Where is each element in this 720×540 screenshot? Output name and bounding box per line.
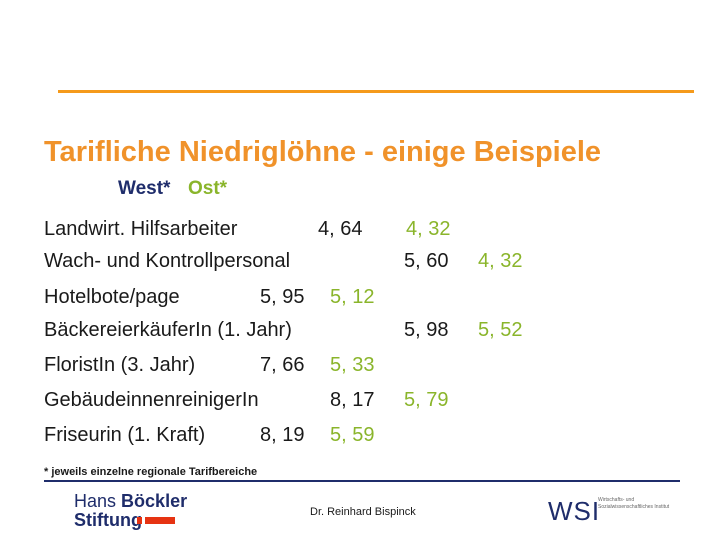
author-name: Dr. Reinhard Bispinck — [310, 506, 416, 518]
row-west-value: 8, 19 — [260, 424, 305, 446]
hans-boeckler-logo: Hans Böckler Stiftung — [74, 492, 187, 530]
footer-divider — [44, 480, 680, 482]
row-ost-value: 5, 12 — [330, 286, 375, 308]
row-ost-value: 5, 59 — [330, 424, 375, 446]
logo-red-bar — [137, 517, 175, 524]
row-ost-value: 5, 33 — [330, 354, 375, 376]
row-label: FloristIn (3. Jahr) — [44, 354, 196, 376]
row-ost-value: 4, 32 — [406, 218, 451, 240]
logo-word-stiftung: Stiftung — [74, 510, 142, 530]
row-label: GebäudeinnenreinigerIn — [44, 389, 259, 411]
row-ost-value: 5, 52 — [478, 319, 523, 341]
row-west-value: 4, 64 — [318, 218, 363, 240]
row-west-value: 5, 60 — [404, 250, 449, 272]
row-ost-value: 5, 79 — [404, 389, 449, 411]
page-title: Tarifliche Niedriglöhne - einige Beispie… — [44, 136, 602, 168]
top-divider — [58, 90, 694, 93]
wsi-logo: WSI — [548, 496, 601, 526]
row-west-value: 5, 95 — [260, 286, 305, 308]
header-ost: Ost* — [188, 178, 228, 199]
wsi-subtitle: Wirtschafts- und Sozialwissenschaftliche… — [598, 497, 670, 510]
footnote: * jeweils einzelne regionale Tarifbereic… — [44, 466, 258, 478]
row-label: Hotelbote/page — [44, 286, 180, 308]
row-west-value: 8, 17 — [330, 389, 375, 411]
row-west-value: 5, 98 — [404, 319, 449, 341]
row-label: BäckereierkäuferIn (1. Jahr) — [44, 319, 292, 341]
logo-word-boeckler: Böckler — [121, 491, 188, 511]
row-label: Landwirt. Hilfsarbeiter — [44, 218, 238, 240]
header-west: West* — [118, 178, 171, 199]
row-label: Friseurin (1. Kraft) — [44, 424, 206, 446]
row-ost-value: 4, 32 — [478, 250, 523, 272]
logo-word-hans: Hans — [74, 491, 117, 511]
row-label: Wach- und Kontrollpersonal — [44, 250, 291, 272]
row-west-value: 7, 66 — [260, 354, 305, 376]
